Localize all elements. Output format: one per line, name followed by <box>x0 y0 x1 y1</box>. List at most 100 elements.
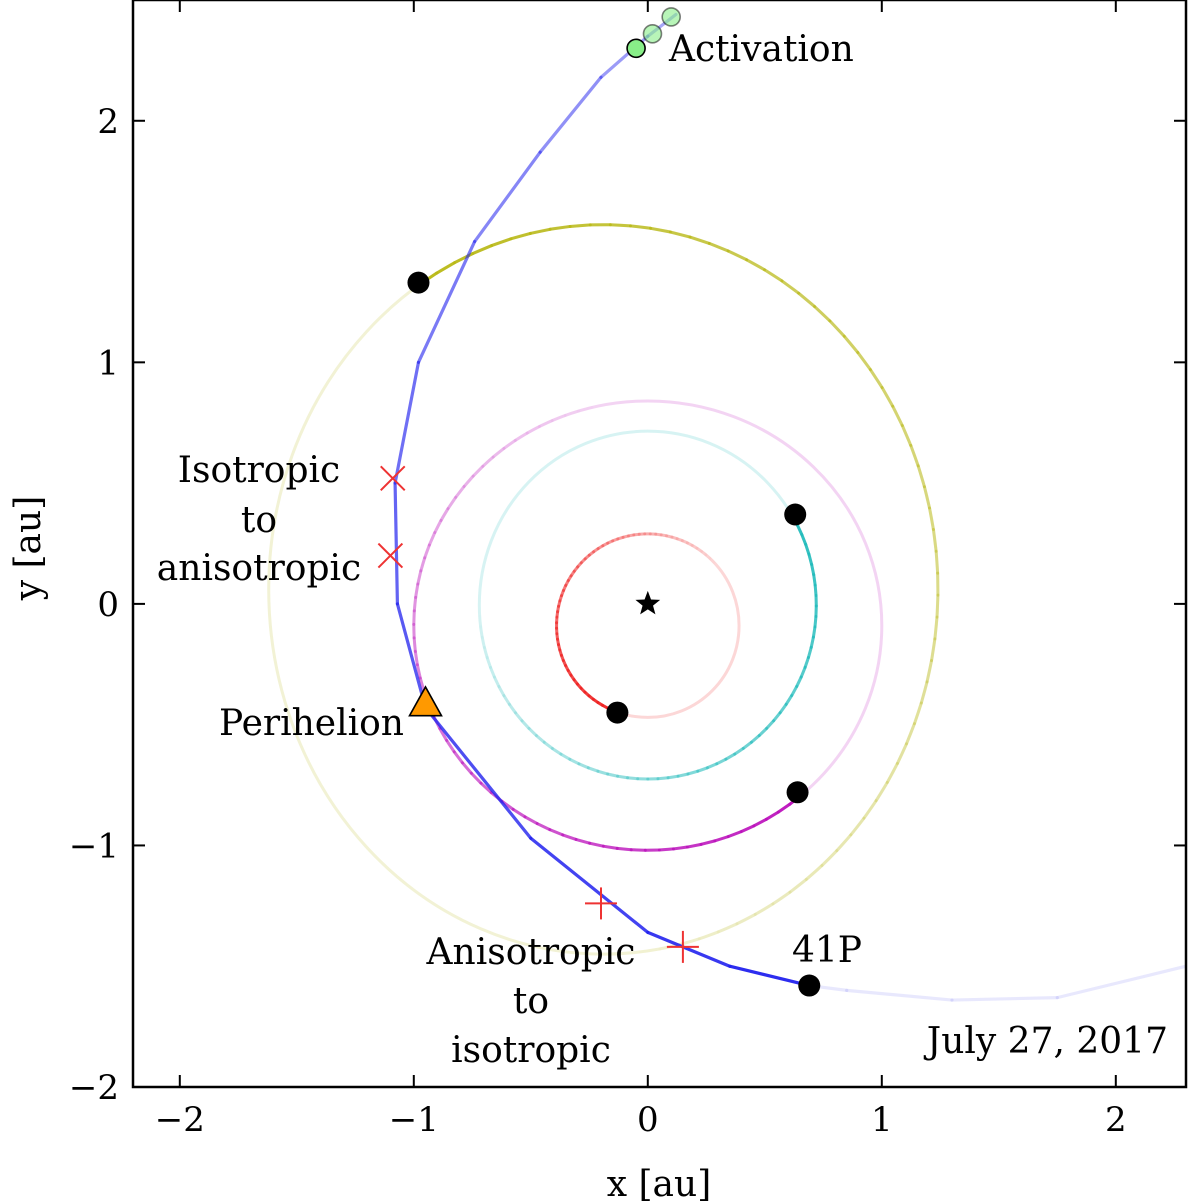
orbit-jupiter-trail <box>862 799 878 820</box>
orbit-mercury-trail <box>587 550 596 557</box>
orbit-mars-trail <box>525 425 541 435</box>
orbit-earth-trail <box>790 684 799 698</box>
sun-marker <box>635 590 661 615</box>
orbit-earth-trail <box>795 675 803 688</box>
orbit-mercury-trail <box>659 533 669 538</box>
orbit-mars-trail <box>413 649 419 667</box>
orbit-mars-trail <box>776 802 792 814</box>
orbit-jupiter-trail <box>490 237 513 248</box>
comet-name-label: 41P <box>792 930 862 971</box>
x-tick-label: −1 <box>389 1100 439 1140</box>
orbit-jupiter-trail <box>697 930 720 941</box>
orbit-mars-trail <box>548 828 565 837</box>
y-tick-label: 1 <box>97 343 119 383</box>
orbit-jupiter-trail <box>820 849 839 868</box>
orbit-earth-trail <box>749 734 761 744</box>
orbit-earth-trail <box>586 766 600 773</box>
activation-label: Activation <box>668 29 854 70</box>
orbit-mercury-trail <box>611 537 620 543</box>
x-tick-label: 0 <box>637 1100 659 1140</box>
orbit-earth-trail <box>724 752 737 761</box>
orbit-jupiter-trail <box>856 351 872 372</box>
orbit-earth-trail <box>492 675 501 689</box>
orbit-mars-trail <box>433 518 443 535</box>
orbit-jupiter-trail <box>835 833 853 853</box>
orbit-earth-trail <box>514 711 524 723</box>
orbit-jupiter-trail <box>528 227 552 235</box>
orbit-mars-trail <box>537 419 554 429</box>
orbit-earth-trail <box>741 740 753 750</box>
orbit-earth-trail <box>480 635 486 650</box>
orbit-mars-trail <box>479 781 493 795</box>
y-tick-label: −1 <box>69 826 119 866</box>
y-tick-label: 0 <box>97 585 119 625</box>
orbit-earth-trail <box>606 772 620 778</box>
orbit-earth-trail <box>733 746 745 756</box>
iso-to-aniso-label-line3: anisotropic <box>157 548 361 589</box>
orbit-jupiter-trail <box>509 231 532 241</box>
orbit-mars-trail <box>439 507 450 522</box>
orbit-earth-trail <box>807 552 814 566</box>
orbit-mars-trail <box>657 847 675 852</box>
orbit-mars-trail <box>452 750 464 765</box>
comet-trajectory-segment <box>950 996 1059 1002</box>
orbit-mercury-trail <box>592 547 600 554</box>
orbit-earth-trail <box>542 740 554 750</box>
orbit-jupiter-trail <box>885 761 899 784</box>
ticks-layer: −2 −1 0 1 2 −2 −1 0 1 2 <box>69 0 1186 1140</box>
orbit-mars-trail <box>460 761 473 775</box>
orbit-mars-trail <box>685 842 703 849</box>
orbit-jupiter-trail <box>895 742 908 765</box>
comet-trajectory-segment <box>416 239 477 364</box>
orbit-mars-trail <box>438 727 449 742</box>
orbit-mercury-trail <box>680 539 689 545</box>
orbit-jupiter-trail <box>933 615 939 641</box>
comet-trajectory-segment <box>395 602 428 710</box>
orbit-mars-trail <box>588 841 605 848</box>
orbit-jupiter-trail <box>797 291 817 309</box>
orbit-mars-trail <box>535 822 552 832</box>
activation-point <box>626 38 646 59</box>
orbit-earth-trail <box>800 533 808 546</box>
orbit-earth-trail <box>757 726 769 738</box>
orbit-mars-trail <box>726 830 743 839</box>
orbit-jupiter-trail <box>930 637 937 663</box>
orbit-mercury-trail <box>572 565 580 573</box>
orbit-earth-trail <box>568 757 581 766</box>
orbit-earth-trail <box>809 635 815 649</box>
orbit-earth-trail <box>705 762 719 770</box>
orbit-jupiter-trail <box>916 464 926 489</box>
orbit-mercury-trail <box>675 537 684 543</box>
orbit-mars-trail <box>414 582 420 599</box>
orbit-mars-trail <box>601 844 619 850</box>
orbit-jupiter-trail <box>874 780 889 803</box>
orbit-jupiter-trail <box>842 334 860 355</box>
y-tick-label: 2 <box>97 102 119 142</box>
orbit-earth-trail <box>778 702 788 715</box>
orbit-earth-trail <box>803 656 810 669</box>
aniso-to-iso-label-line2: to <box>513 981 549 1022</box>
orbit-jupiter-trail <box>925 659 934 684</box>
orbit-mercury-trail <box>583 553 591 561</box>
comet-41p-marker <box>798 974 821 997</box>
orbit-earth-trail <box>527 726 538 738</box>
orbit-earth-trail <box>686 769 700 776</box>
orbit-mars-trail <box>739 824 756 834</box>
x-tick-label: 1 <box>871 1100 893 1140</box>
orbit-jupiter-trail <box>868 368 884 390</box>
orbit-mars-trail <box>416 569 423 586</box>
orbit-earth-trail <box>772 711 782 723</box>
orbit-jupiter-trail <box>904 722 916 746</box>
planet-jupiter-marker <box>407 271 430 294</box>
orbit-mars-trail <box>412 636 417 653</box>
orbit-mars-trail <box>764 810 780 821</box>
orbit-mars-trail <box>412 609 416 626</box>
orbit-earth-trail <box>481 627 483 637</box>
orbit-jupiter-trail <box>900 424 913 447</box>
planet-mars-marker <box>786 781 809 804</box>
orbit-mercury-trail <box>685 541 694 547</box>
comet-trajectory-segment <box>845 988 954 1002</box>
comet-trajectory-segment <box>473 150 542 244</box>
orbit-earth-trail <box>795 523 804 537</box>
